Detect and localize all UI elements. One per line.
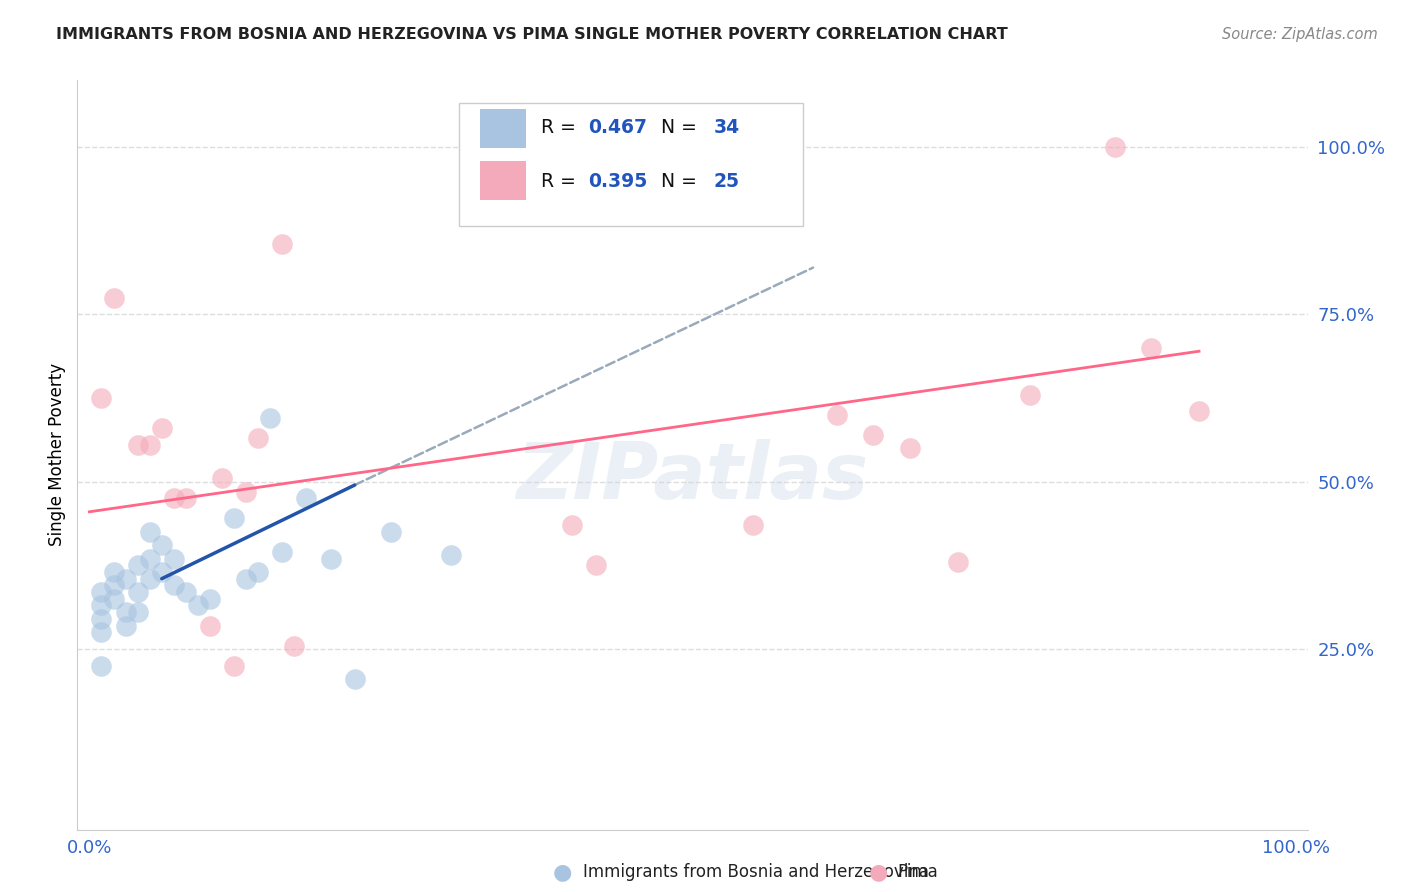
Point — [198, 618, 221, 632]
Point — [1019, 387, 1042, 401]
Y-axis label: Single Mother Poverty: Single Mother Poverty — [48, 363, 66, 547]
Point — [127, 558, 149, 573]
Text: 0.395: 0.395 — [588, 172, 647, 191]
Point — [127, 438, 149, 452]
Text: N =: N = — [650, 172, 703, 191]
Point — [103, 578, 125, 592]
Text: 34: 34 — [713, 118, 740, 137]
Point — [138, 524, 160, 539]
FancyBboxPatch shape — [479, 109, 526, 148]
Text: Immigrants from Bosnia and Herzegovina: Immigrants from Bosnia and Herzegovina — [583, 863, 929, 881]
Point — [1104, 140, 1126, 154]
FancyBboxPatch shape — [479, 161, 526, 200]
Text: Pima: Pima — [897, 863, 938, 881]
Point — [946, 555, 969, 569]
Point — [440, 548, 463, 563]
Text: Source: ZipAtlas.com: Source: ZipAtlas.com — [1222, 27, 1378, 42]
Point — [862, 428, 884, 442]
Point — [90, 391, 112, 405]
Point — [585, 558, 607, 573]
Point — [224, 511, 246, 525]
Point — [163, 578, 186, 592]
Point — [898, 442, 921, 455]
Point — [271, 545, 294, 559]
Point — [211, 471, 233, 485]
Text: IMMIGRANTS FROM BOSNIA AND HERZEGOVINA VS PIMA SINGLE MOTHER POVERTY CORRELATION: IMMIGRANTS FROM BOSNIA AND HERZEGOVINA V… — [56, 27, 1008, 42]
Text: 25: 25 — [713, 172, 740, 191]
Text: N =: N = — [650, 118, 703, 137]
Text: ●: ● — [869, 863, 889, 882]
Text: ZIPatlas: ZIPatlas — [516, 440, 869, 516]
Point — [1139, 341, 1161, 355]
Point — [283, 639, 305, 653]
Point — [235, 572, 257, 586]
Text: 0.467: 0.467 — [588, 118, 647, 137]
Point — [90, 612, 112, 626]
Point — [138, 551, 160, 566]
Point — [90, 625, 112, 640]
Point — [150, 538, 173, 552]
Point — [103, 591, 125, 606]
Point — [114, 605, 136, 619]
Point — [174, 491, 197, 506]
Point — [114, 618, 136, 632]
Point — [380, 524, 402, 539]
Point — [103, 565, 125, 579]
Point — [150, 421, 173, 435]
Text: ●: ● — [553, 863, 572, 882]
Point — [163, 491, 186, 506]
Point — [174, 585, 197, 599]
Point — [138, 438, 160, 452]
Text: R =: R = — [541, 172, 582, 191]
Point — [259, 411, 281, 425]
Point — [561, 518, 583, 533]
FancyBboxPatch shape — [458, 103, 803, 227]
Point — [187, 599, 209, 613]
Point — [295, 491, 318, 506]
Point — [90, 599, 112, 613]
Point — [825, 408, 848, 422]
Point — [150, 565, 173, 579]
Point — [103, 291, 125, 305]
Point — [90, 658, 112, 673]
Point — [127, 585, 149, 599]
Point — [198, 591, 221, 606]
Point — [224, 658, 246, 673]
Text: R =: R = — [541, 118, 582, 137]
Point — [138, 572, 160, 586]
Point — [127, 605, 149, 619]
Point — [271, 237, 294, 252]
Point — [1188, 404, 1211, 418]
Point — [741, 518, 763, 533]
Point — [163, 551, 186, 566]
Point — [343, 672, 366, 686]
Point — [235, 484, 257, 499]
Point — [247, 565, 270, 579]
Point — [247, 431, 270, 445]
Point — [114, 572, 136, 586]
Point — [90, 585, 112, 599]
Point — [319, 551, 342, 566]
